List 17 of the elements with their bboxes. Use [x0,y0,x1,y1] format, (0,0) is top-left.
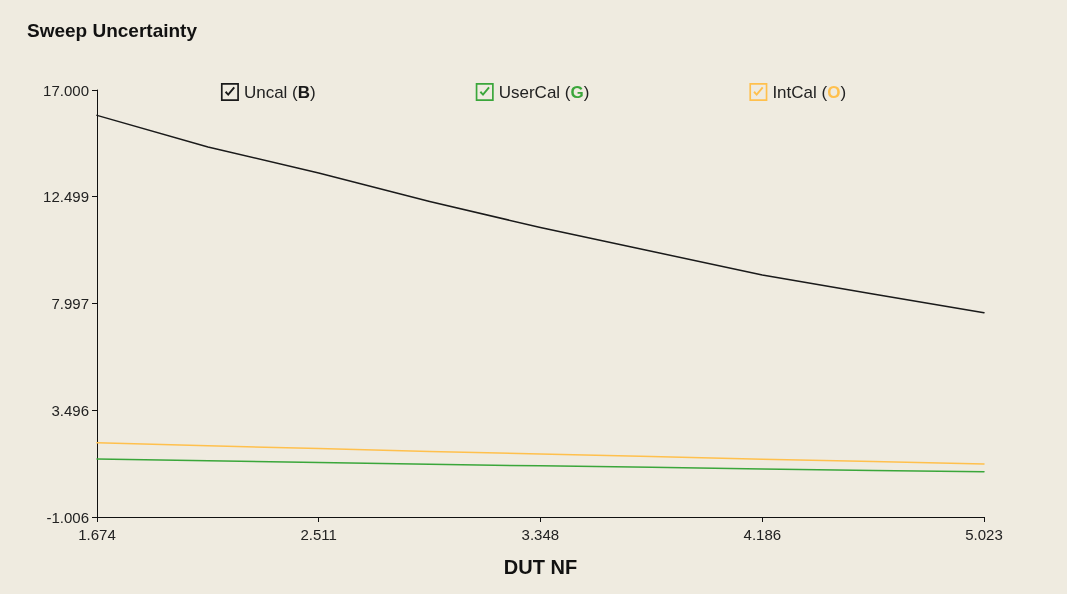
x-tick-label: 1.674 [78,526,116,543]
line-series [96,442,985,465]
x-axis-title: DUT NF [503,556,578,578]
y-tick-label: 3.496 [51,401,89,419]
y-tick-label: -1.006 [46,508,89,526]
x-tick-label: 2.511 [300,526,337,543]
y-tick-label: 17.000 [43,81,89,99]
line-series [96,458,985,473]
y-tick-label: 7.997 [51,295,89,312]
x-tick-label: 4.186 [743,526,782,543]
x-tick-label: 5.023 [965,526,1003,543]
legend-label: UserCal (G) [498,82,590,102]
y-tick-label: 12.499 [43,188,89,206]
legend-label: IntCal (O) [772,82,847,102]
x-tick-label: 3.348 [521,526,560,543]
chart-title: Sweep Uncertainty [27,20,198,41]
legend-label: Uncal (B) [243,82,316,102]
